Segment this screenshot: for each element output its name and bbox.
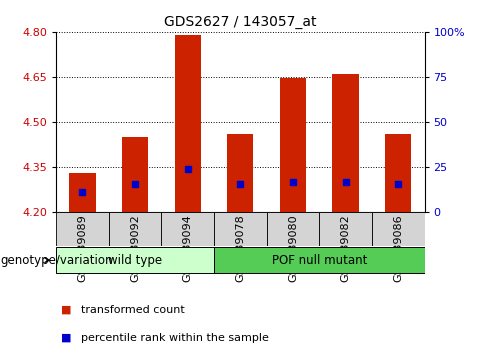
Bar [372,212,425,246]
Text: wild type: wild type [108,254,162,267]
Text: GSM139082: GSM139082 [341,214,350,282]
Title: GDS2627 / 143057_at: GDS2627 / 143057_at [164,16,317,29]
Bar [56,212,109,246]
Text: GSM139094: GSM139094 [183,214,193,282]
Text: GSM139078: GSM139078 [235,214,245,282]
Bar [69,173,96,212]
Text: ■: ■ [61,305,72,315]
Bar [332,74,359,212]
Bar [266,212,319,246]
Bar [214,247,425,273]
Bar [162,212,214,246]
Bar [214,212,266,246]
Bar [175,35,201,212]
Bar [280,79,306,212]
Bar [122,137,148,212]
Bar [56,247,214,273]
Text: GSM139089: GSM139089 [78,214,87,282]
Text: percentile rank within the sample: percentile rank within the sample [81,333,268,343]
Text: ■: ■ [61,333,72,343]
Bar [319,212,372,246]
Text: GSM139092: GSM139092 [130,214,140,282]
Text: genotype/variation: genotype/variation [0,254,113,267]
Text: transformed count: transformed count [81,305,184,315]
Bar [109,212,162,246]
Text: POF null mutant: POF null mutant [272,254,367,267]
Text: GSM139080: GSM139080 [288,214,298,282]
Bar [385,134,411,212]
Bar [227,134,253,212]
Text: GSM139086: GSM139086 [393,214,403,282]
